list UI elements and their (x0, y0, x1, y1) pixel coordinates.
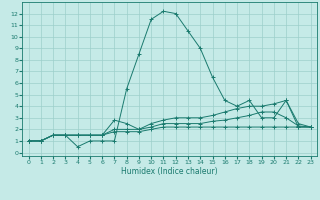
X-axis label: Humidex (Indice chaleur): Humidex (Indice chaleur) (121, 167, 218, 176)
